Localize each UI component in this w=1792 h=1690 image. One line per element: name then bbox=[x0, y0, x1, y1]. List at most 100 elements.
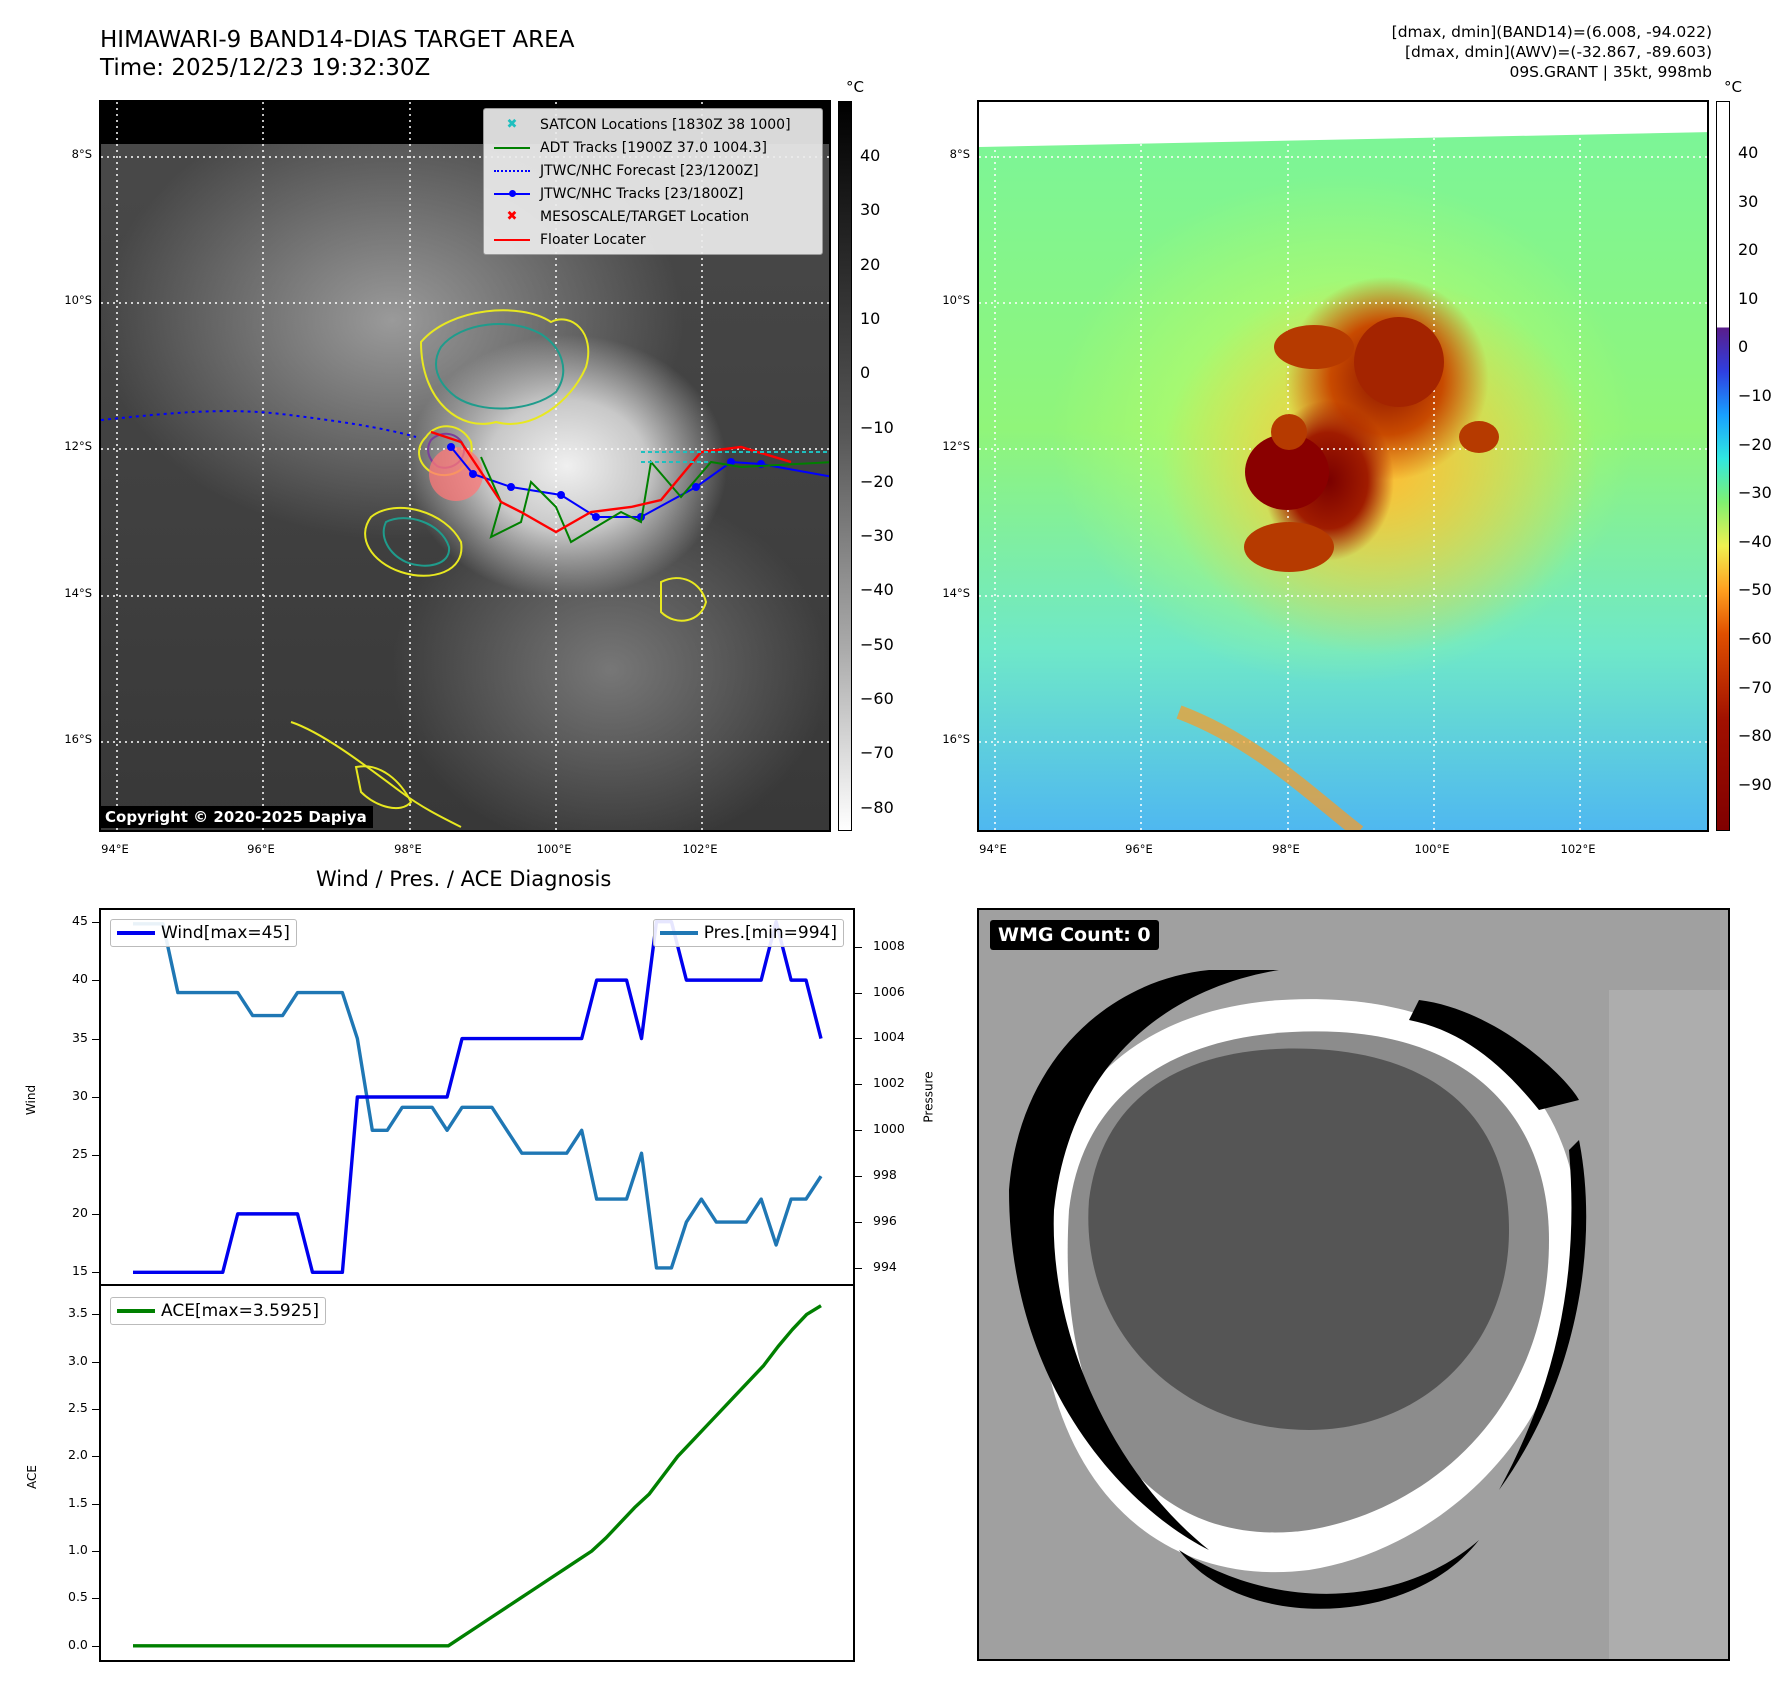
awv-colorbar-tick: −50 bbox=[1738, 580, 1772, 600]
wmg-count-badge: WMG Count: 0 bbox=[990, 920, 1159, 950]
ace-tick-mark bbox=[92, 1598, 99, 1600]
latitude-label: 14°S bbox=[942, 586, 970, 600]
latitude-label: 12°S bbox=[64, 439, 92, 453]
wind-tick-mark bbox=[92, 1097, 99, 1098]
ir-colorbar-tick: −50 bbox=[860, 634, 894, 654]
ace-series-line bbox=[133, 1304, 822, 1648]
wind-series-line bbox=[133, 919, 823, 1275]
copyright-label: Copyright © 2020-2025 Dapiya bbox=[99, 806, 373, 828]
awv-colorbar-tick: −80 bbox=[1738, 726, 1772, 746]
line-icon bbox=[490, 146, 534, 149]
ir-colorbar-tick: −20 bbox=[860, 471, 894, 491]
stats-line-3: 09S.GRANT | 35kt, 998mb bbox=[1509, 63, 1712, 81]
wind-tick-mark bbox=[92, 1038, 99, 1040]
awv-colorbar-tick: 0 bbox=[1738, 337, 1749, 357]
legend-item-tracks: JTWC/NHC Tracks [23/1800Z] bbox=[490, 182, 822, 205]
diagnosis-title: Wind / Pres. / ACE Diagnosis bbox=[316, 867, 612, 891]
cloud-contours bbox=[290, 309, 708, 828]
awv-colorbar-tick: 20 bbox=[1738, 240, 1759, 260]
pressure-tick-label: 998 bbox=[873, 1167, 897, 1183]
pressure-tick-mark bbox=[855, 1038, 862, 1040]
pressure-axis-label: Pressure bbox=[921, 1071, 936, 1123]
awv-colorbar-unit: °C bbox=[1724, 78, 1742, 96]
ace-tick-label: 2.0 bbox=[68, 1447, 88, 1463]
awv-colorbar-tick: 30 bbox=[1738, 191, 1759, 211]
pressure-tick-mark bbox=[855, 1222, 862, 1224]
pressure-tick-label: 1004 bbox=[873, 1029, 905, 1045]
awv-colorbar-tick: −60 bbox=[1738, 629, 1772, 648]
longitude-label: 94°E bbox=[979, 842, 1007, 856]
x-marker-icon: ✖ bbox=[506, 209, 518, 224]
latitude-label: 10°S bbox=[64, 293, 92, 307]
ace-tick-mark bbox=[92, 1456, 99, 1458]
x-marker-icon: ✖ bbox=[506, 117, 518, 132]
wmg-panel bbox=[977, 908, 1730, 1661]
longitude-label: 98°E bbox=[394, 842, 422, 856]
stats-line-2: [dmax, dmin](AWV)=(-32.867, -89.603) bbox=[1405, 43, 1712, 61]
awv-colorbar-tick: −20 bbox=[1738, 434, 1772, 454]
ace-tick-label: 3.5 bbox=[68, 1305, 88, 1321]
ace-tick-label: 1.5 bbox=[68, 1494, 88, 1510]
latitude-label: 16°S bbox=[64, 732, 92, 746]
stats-line-1: [dmax, dmin](BAND14)=(6.008, -94.022) bbox=[1391, 23, 1712, 41]
pressure-tick-label: 996 bbox=[873, 1213, 897, 1229]
pressure-tick-mark bbox=[855, 946, 862, 948]
wind-tick-label: 25 bbox=[72, 1146, 88, 1162]
ir-colorbar-tick: −80 bbox=[860, 797, 894, 817]
wind-axis-label: Wind bbox=[24, 1084, 39, 1116]
pressure-tick-label: 1000 bbox=[873, 1121, 905, 1137]
ace-tick-mark bbox=[92, 1409, 99, 1411]
ir-colorbar-tick: 0 bbox=[860, 363, 871, 383]
wind-tick-label: 15 bbox=[72, 1263, 88, 1279]
ir-colorbar-tick: 10 bbox=[860, 308, 881, 328]
longitude-label: 100°E bbox=[536, 842, 572, 856]
ace-tick-label: 2.5 bbox=[68, 1400, 88, 1416]
longitude-label: 94°E bbox=[101, 842, 129, 856]
longitude-label: 102°E bbox=[1560, 842, 1596, 856]
pressure-tick-label: 1002 bbox=[873, 1075, 905, 1091]
wind-pressure-plot: Wind[max=45] Pres.[min=994] bbox=[99, 908, 855, 1286]
ace-tick-mark bbox=[92, 1551, 99, 1553]
wind-tick-label: 20 bbox=[72, 1204, 88, 1220]
adt-track-path bbox=[480, 456, 829, 544]
ir-colorbar-tick: 40 bbox=[860, 146, 881, 165]
legend-item-floater: Floater Locater bbox=[490, 228, 822, 251]
latitude-label: 14°S bbox=[64, 586, 92, 600]
main-title: HIMAWARI-9 BAND14-DIAS TARGET AREA Time:… bbox=[100, 26, 574, 82]
latitude-label: 8°S bbox=[949, 147, 970, 161]
wind-tick-mark bbox=[92, 980, 99, 982]
pressure-tick-mark bbox=[855, 1130, 862, 1132]
target-circle bbox=[429, 447, 483, 501]
wind-tick-mark bbox=[92, 1213, 99, 1215]
awv-colorbar-tick: 40 bbox=[1738, 143, 1759, 162]
jtwc-forecast-path bbox=[101, 410, 417, 438]
pressure-tick-mark bbox=[855, 1084, 862, 1086]
latitude-label: 8°S bbox=[71, 147, 92, 161]
ace-tick-label: 0.0 bbox=[68, 1636, 88, 1652]
longitude-label: 98°E bbox=[1272, 842, 1300, 856]
wind-legend-line-icon bbox=[117, 931, 155, 935]
pressure-tick-mark bbox=[855, 992, 862, 994]
pressure-legend: Pres.[min=994] bbox=[652, 919, 844, 947]
longitude-label: 100°E bbox=[1414, 842, 1450, 856]
awv-colorbar bbox=[1716, 101, 1730, 831]
wind-tick-label: 30 bbox=[72, 1088, 88, 1103]
line-marker-icon bbox=[490, 190, 534, 197]
ir-colorbar-tick: −10 bbox=[860, 417, 894, 437]
title-line-1: HIMAWARI-9 BAND14-DIAS TARGET AREA bbox=[100, 27, 575, 53]
latitude-label: 16°S bbox=[942, 732, 970, 746]
satcon-markers bbox=[641, 451, 829, 463]
ace-axis-label: ACE bbox=[24, 1465, 39, 1489]
awv-gridlines bbox=[979, 102, 1707, 830]
awv-colorbar-tick: −70 bbox=[1738, 677, 1772, 697]
longitude-label: 96°E bbox=[247, 842, 275, 856]
wind-tick-mark bbox=[92, 1272, 99, 1274]
pressure-tick-label: 994 bbox=[873, 1258, 897, 1274]
pressure-legend-line-icon bbox=[659, 931, 698, 935]
pressure-tick-mark bbox=[855, 1267, 862, 1269]
ace-svg bbox=[133, 1304, 822, 1648]
latitude-label: 12°S bbox=[942, 439, 970, 453]
awv-satellite-map bbox=[977, 100, 1709, 832]
awv-colorbar-tick: −40 bbox=[1738, 531, 1772, 551]
awv-colorbar-tick: −10 bbox=[1738, 386, 1772, 405]
